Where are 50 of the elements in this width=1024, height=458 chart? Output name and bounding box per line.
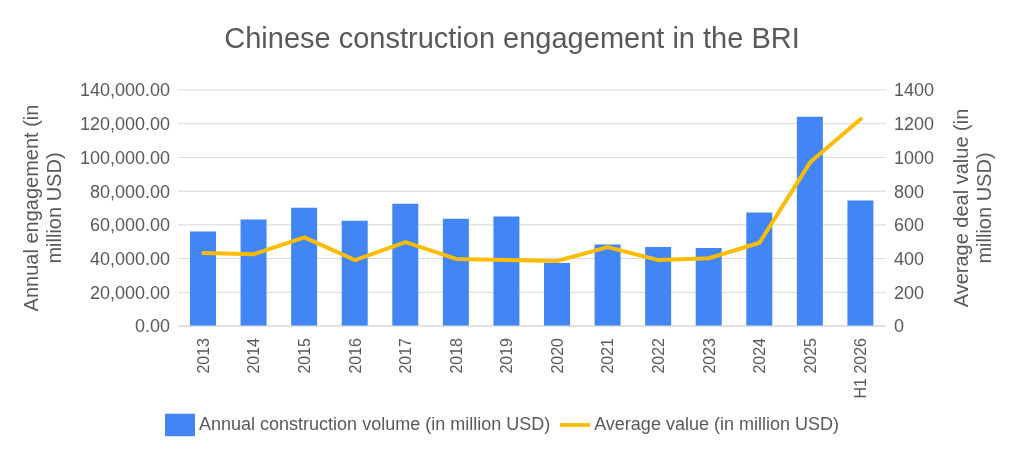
chart-title: Chinese construction engagement in the BRI (223, 22, 801, 55)
y-axis-title: Annual engagement (in million USD) (20, 104, 65, 312)
line-series (201, 116, 863, 263)
bar (847, 200, 874, 326)
y-tick-label: 40,000.00 (89, 248, 170, 269)
bar (291, 207, 318, 326)
y-tick-label: 100,000.00 (79, 147, 170, 168)
y-tick-label: 0.00 (134, 316, 170, 337)
x-tick-label: 2015 (295, 337, 313, 374)
legend-label: Annual construction volume (in million USD) (199, 413, 551, 434)
x-tick-label: 2020 (548, 337, 566, 374)
bar (190, 231, 216, 326)
y-tick-label: 20,000.00 (89, 282, 170, 303)
x-tick-label: H1 2026 (852, 337, 870, 399)
bar (796, 116, 823, 326)
bar (645, 247, 672, 326)
bar (341, 220, 368, 326)
y-tick-label: 80,000.00 (89, 181, 170, 202)
x-tick-label: 2024 (751, 337, 769, 374)
y2-tick-label: 1000 (894, 147, 935, 168)
x-tick-label: 2017 (397, 337, 415, 374)
bar (240, 219, 267, 326)
bar (695, 247, 722, 326)
y-tick-label: 60,000.00 (89, 215, 170, 236)
y2-tick-label: 600 (894, 215, 925, 236)
x-tick-label: 2021 (599, 337, 617, 374)
x-tick-label: 2019 (498, 337, 516, 374)
y2-tick-label: 200 (894, 282, 925, 303)
y2-tick-label: 1200 (894, 114, 935, 135)
x-tick-label: 2025 (801, 337, 819, 374)
y-tick-label: 140,000.00 (79, 80, 170, 101)
x-tick-label: 2013 (194, 337, 212, 374)
x-tick-label: 2016 (346, 337, 364, 374)
bar (493, 216, 520, 326)
y2-axis-title: Average deal value (in million USD) (950, 108, 995, 308)
y2-tick-label: 1400 (894, 80, 935, 101)
y2-tick-label: 400 (894, 248, 925, 269)
x-tick-label: 2022 (649, 337, 667, 374)
bar (544, 262, 570, 326)
y2-tick-label: 0 (894, 316, 905, 337)
x-tick-label: 2023 (700, 337, 718, 374)
y-tick-label: 120,000.00 (79, 114, 170, 135)
bar (746, 212, 773, 326)
bar (392, 203, 419, 326)
legend-label: Average value (in million USD) (594, 413, 839, 434)
x-tick-label: 2018 (447, 337, 465, 374)
y2-tick-label: 800 (894, 181, 925, 202)
x-tick-label: 2014 (245, 337, 263, 374)
bar (594, 244, 621, 326)
bar (442, 218, 469, 326)
